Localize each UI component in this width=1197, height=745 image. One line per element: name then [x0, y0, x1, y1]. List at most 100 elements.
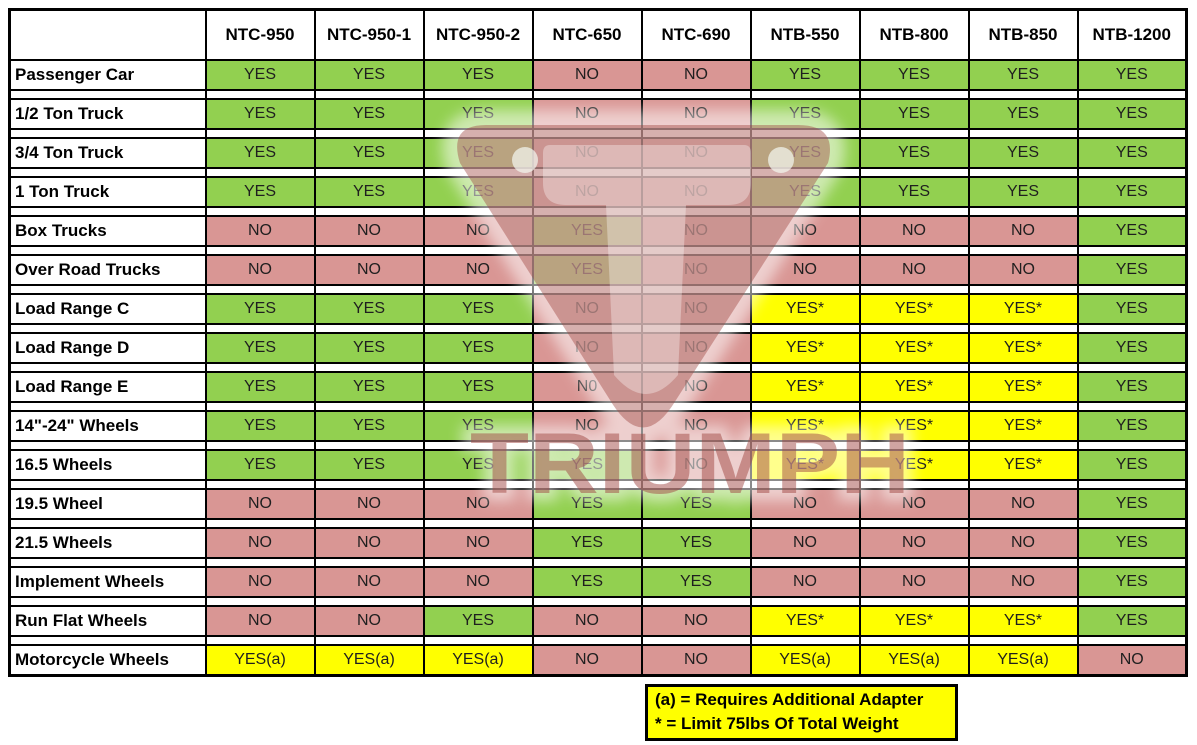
compatibility-cell: NO — [640, 332, 752, 364]
compatibility-cell: NO — [1076, 644, 1188, 677]
table-body: Passenger Car YES YES YES NO NO YES YES YES YES 1/… — [8, 59, 1188, 677]
table-row: 1/2 Ton Truck YES YES YES NO NO YES YES YES YES — [8, 98, 1188, 130]
compatibility-cell: YES — [531, 449, 643, 481]
compatibility-cell: YES — [531, 566, 643, 598]
compatibility-cell: N0 — [531, 371, 643, 403]
compatibility-cell: NO — [531, 410, 643, 442]
compatibility-cell: YES(a) — [422, 644, 534, 677]
compatibility-cell: YES — [1076, 566, 1188, 598]
table-row: Load Range E YES YES YES N0 NO YES* YES* YES* YES — [8, 371, 1188, 403]
spacer-row — [8, 246, 1188, 255]
compatibility-cell: NO — [640, 59, 752, 91]
compatibility-cell: YES — [967, 98, 1079, 130]
row-label: 3/4 Ton Truck — [8, 137, 207, 169]
compatibility-cell: NO — [967, 527, 1079, 559]
compatibility-cell: NO — [640, 410, 752, 442]
compatibility-cell: NO — [640, 176, 752, 208]
column-header-ntb-800: NTB-800 — [858, 8, 970, 61]
spacer-row — [8, 168, 1188, 177]
compatibility-cell: YES — [204, 449, 316, 481]
legend-line-weight: * = Limit 75lbs Of Total Weight — [655, 714, 899, 733]
spacer-row — [8, 519, 1188, 528]
compatibility-cell: YES — [313, 59, 425, 91]
spacer-row — [8, 480, 1188, 489]
compatibility-cell: NO — [422, 215, 534, 247]
compatibility-cell: YES — [531, 215, 643, 247]
compatibility-cell: YES — [422, 293, 534, 325]
column-header-ntb-850: NTB-850 — [967, 8, 1079, 61]
compatibility-cell: YES — [1076, 605, 1188, 637]
compatibility-cell: NO — [204, 488, 316, 520]
compatibility-cell: YES — [749, 59, 861, 91]
table-row: 3/4 Ton Truck YES YES YES NO NO YES YES YES YES — [8, 137, 1188, 169]
compatibility-cell: NO — [204, 605, 316, 637]
column-header-ntb-550: NTB-550 — [749, 8, 861, 61]
compatibility-cell: YES* — [967, 371, 1079, 403]
compatibility-cell: NO — [858, 488, 970, 520]
compatibility-cell: YES — [204, 410, 316, 442]
compatibility-cell: YES* — [749, 332, 861, 364]
compatibility-table: NTC-950 NTC-950-1 NTC-950-2 NTC-650 NTC-690 N… — [8, 8, 1188, 677]
compatibility-cell: NO — [531, 644, 643, 677]
table-row: Over Road Trucks NO NO NO YES NO NO NO NO YES — [8, 254, 1188, 286]
table-row: Box Trucks NO NO NO YES NO NO NO NO YES — [8, 215, 1188, 247]
compatibility-cell: YES — [1076, 410, 1188, 442]
table-row: 16.5 Wheels YES YES YES YES NO YES* YES* YES* YES — [8, 449, 1188, 481]
compatibility-cell: YES — [1076, 176, 1188, 208]
spacer-row — [8, 441, 1188, 450]
compatibility-cell: NO — [640, 254, 752, 286]
compatibility-cell: NO — [640, 98, 752, 130]
compatibility-cell: NO — [749, 215, 861, 247]
spacer-row — [8, 207, 1188, 216]
compatibility-cell: YES — [749, 137, 861, 169]
compatibility-cell: YES — [858, 98, 970, 130]
compatibility-cell: NO — [204, 254, 316, 286]
compatibility-cell: YES — [204, 371, 316, 403]
table-row: 21.5 Wheels NO NO NO YES YES NO NO NO YES — [8, 527, 1188, 559]
compatibility-cell: YES* — [967, 605, 1079, 637]
row-label: 16.5 Wheels — [8, 449, 207, 481]
compatibility-cell: YES — [1076, 371, 1188, 403]
compatibility-cell: YES — [967, 59, 1079, 91]
compatibility-cell: YES — [858, 59, 970, 91]
compatibility-cell: YES — [204, 98, 316, 130]
header-row: NTC-950 NTC-950-1 NTC-950-2 NTC-650 NTC-690 N… — [8, 8, 1188, 61]
compatibility-cell: NO — [531, 59, 643, 91]
compatibility-cell: NO — [967, 254, 1079, 286]
compatibility-cell: YES — [313, 332, 425, 364]
row-label: Passenger Car — [8, 59, 207, 91]
compatibility-cell: YES — [531, 527, 643, 559]
compatibility-cell: YES — [204, 137, 316, 169]
compatibility-cell: NO — [204, 527, 316, 559]
compatibility-cell: YES — [422, 449, 534, 481]
compatibility-cell: YES — [422, 59, 534, 91]
compatibility-cell: NO — [422, 488, 534, 520]
compatibility-cell: NO — [749, 527, 861, 559]
compatibility-cell: YES — [640, 566, 752, 598]
table-row: Motorcycle Wheels YES(a) YES(a) YES(a) NO NO Y… — [8, 644, 1188, 677]
compatibility-cell: YES — [858, 137, 970, 169]
spacer-row — [8, 402, 1188, 411]
compatibility-cell: YES — [1076, 59, 1188, 91]
row-label: 14"-24" Wheels — [8, 410, 207, 442]
table-row: 14"-24" Wheels YES YES YES NO NO YES* YES* YES* Y… — [8, 410, 1188, 442]
compatibility-cell: YES — [204, 59, 316, 91]
compatibility-cell: NO — [531, 137, 643, 169]
compatibility-cell: YES* — [858, 332, 970, 364]
row-label: Implement Wheels — [8, 566, 207, 598]
spacer-row — [8, 285, 1188, 294]
compatibility-cell: YES — [313, 137, 425, 169]
compatibility-cell: YES — [204, 176, 316, 208]
table-row: Load Range D YES YES YES NO NO YES* YES* YES* YES — [8, 332, 1188, 364]
row-label: 19.5 Wheel — [8, 488, 207, 520]
compatibility-cell: NO — [640, 371, 752, 403]
compatibility-cell: YES* — [858, 293, 970, 325]
compatibility-cell: YES — [1076, 137, 1188, 169]
compatibility-cell: YES — [313, 176, 425, 208]
corner-cell — [8, 8, 207, 61]
table-row: Passenger Car YES YES YES NO NO YES YES YES YES — [8, 59, 1188, 91]
compatibility-cell: YES(a) — [858, 644, 970, 677]
compatibility-cell: YES — [1076, 98, 1188, 130]
compatibility-cell: NO — [313, 254, 425, 286]
compatibility-cell: YES — [531, 488, 643, 520]
